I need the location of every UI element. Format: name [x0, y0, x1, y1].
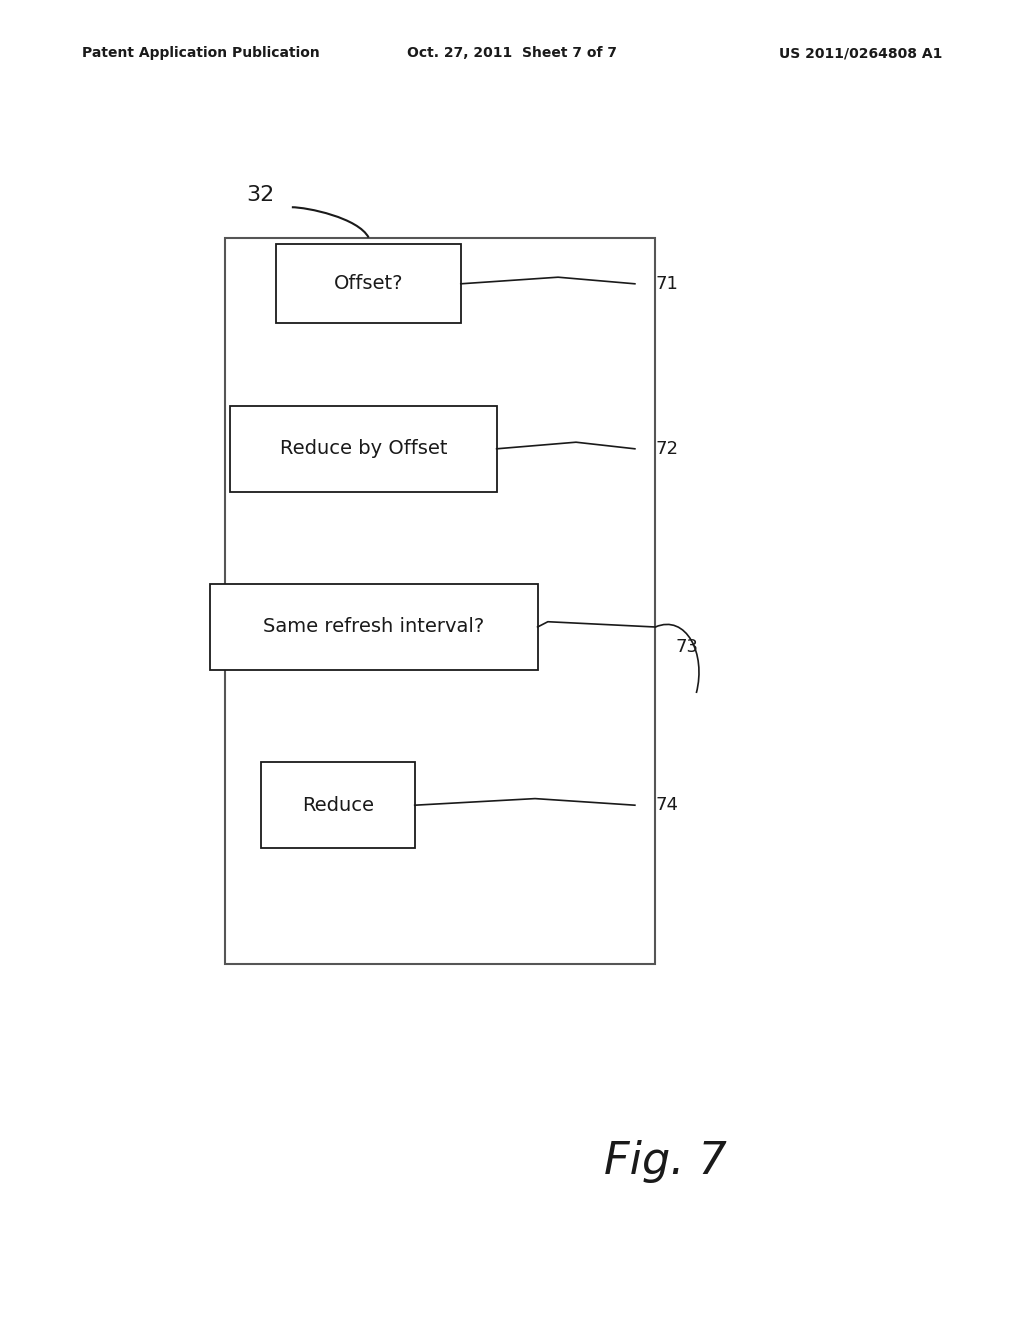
Text: US 2011/0264808 A1: US 2011/0264808 A1 [778, 46, 942, 61]
Text: 72: 72 [655, 440, 678, 458]
Text: 71: 71 [655, 275, 678, 293]
Text: Offset?: Offset? [334, 275, 403, 293]
FancyBboxPatch shape [276, 244, 461, 323]
Text: 32: 32 [246, 185, 274, 205]
Text: Reduce by Offset: Reduce by Offset [280, 440, 447, 458]
FancyBboxPatch shape [261, 762, 415, 847]
FancyBboxPatch shape [210, 583, 538, 671]
Text: Oct. 27, 2011  Sheet 7 of 7: Oct. 27, 2011 Sheet 7 of 7 [407, 46, 617, 61]
Text: Fig. 7: Fig. 7 [604, 1140, 727, 1183]
Text: 74: 74 [655, 796, 678, 814]
FancyBboxPatch shape [230, 405, 497, 491]
Text: Same refresh interval?: Same refresh interval? [263, 618, 484, 636]
FancyBboxPatch shape [225, 238, 655, 964]
Text: 73: 73 [676, 638, 698, 656]
Text: Reduce: Reduce [302, 796, 374, 814]
Text: Patent Application Publication: Patent Application Publication [82, 46, 319, 61]
